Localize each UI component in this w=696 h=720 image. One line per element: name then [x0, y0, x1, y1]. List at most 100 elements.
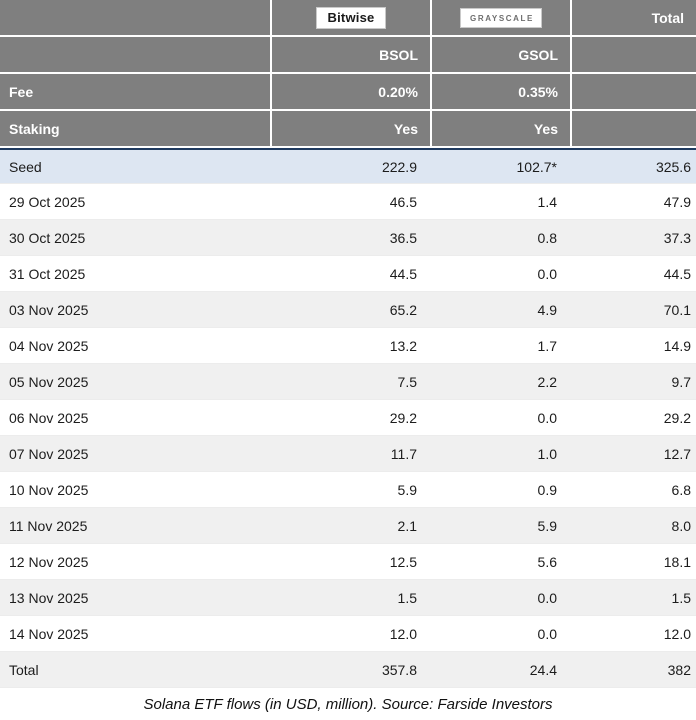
row-label: 13 Nov 2025 — [0, 580, 270, 616]
data-row: 31 Oct 2025 44.5 0.0 44.5 — [0, 256, 696, 292]
row-value: 46.5 — [270, 184, 430, 220]
row-value: 325.6 — [570, 148, 696, 184]
fee-row: Fee 0.20% 0.35% — [0, 74, 696, 111]
row-label: 31 Oct 2025 — [0, 256, 270, 292]
row-value: 36.5 — [270, 220, 430, 256]
data-row: 05 Nov 2025 7.5 2.2 9.7 — [0, 364, 696, 400]
bsol-ticker: BSOL — [270, 37, 430, 74]
row-value: 9.7 — [570, 364, 696, 400]
row-value: 357.8 — [270, 652, 430, 688]
data-row: 14 Nov 2025 12.0 0.0 12.0 — [0, 616, 696, 652]
grayscale-logo: GRAYSCALE — [460, 7, 542, 28]
row-value: 5.9 — [270, 472, 430, 508]
staking-row-total-spacer — [570, 111, 696, 148]
row-value: 0.9 — [430, 472, 570, 508]
row-value: 0.0 — [430, 580, 570, 616]
gsol-staking: Yes — [430, 111, 570, 148]
etf-flows-table: Bitwise GRAYSCALE Total BSOL GSOL Fee 0.… — [0, 0, 696, 688]
row-value: 5.9 — [430, 508, 570, 544]
row-value: 24.4 — [430, 652, 570, 688]
row-value: 44.5 — [570, 256, 696, 292]
row-value: 6.8 — [570, 472, 696, 508]
row-value: 7.5 — [270, 364, 430, 400]
row-value: 11.7 — [270, 436, 430, 472]
row-value: 5.6 — [430, 544, 570, 580]
row-value: 0.0 — [430, 400, 570, 436]
row-value: 14.9 — [570, 328, 696, 364]
row-label: Total — [0, 652, 270, 688]
table-caption: Solana ETF flows (in USD, million). Sour… — [0, 688, 696, 720]
data-row: 29 Oct 2025 46.5 1.4 47.9 — [0, 184, 696, 220]
row-value: 44.5 — [270, 256, 430, 292]
row-label: 30 Oct 2025 — [0, 220, 270, 256]
total-row: Total 357.8 24.4 382 — [0, 652, 696, 688]
staking-row: Staking Yes Yes — [0, 111, 696, 148]
row-value: 4.9 — [430, 292, 570, 328]
row-value: 1.5 — [270, 580, 430, 616]
row-label: 11 Nov 2025 — [0, 508, 270, 544]
data-row: 13 Nov 2025 1.5 0.0 1.5 — [0, 580, 696, 616]
row-value: 1.7 — [430, 328, 570, 364]
row-label: 10 Nov 2025 — [0, 472, 270, 508]
data-row: 30 Oct 2025 36.5 0.8 37.3 — [0, 220, 696, 256]
row-label: 14 Nov 2025 — [0, 616, 270, 652]
data-row: 11 Nov 2025 2.1 5.9 8.0 — [0, 508, 696, 544]
row-label: 29 Oct 2025 — [0, 184, 270, 220]
row-value: 382 — [570, 652, 696, 688]
data-row: 03 Nov 2025 65.2 4.9 70.1 — [0, 292, 696, 328]
gsol-ticker: GSOL — [430, 37, 570, 74]
table-header: Bitwise GRAYSCALE Total BSOL GSOL Fee 0.… — [0, 0, 696, 148]
row-value: 0.0 — [430, 256, 570, 292]
row-value: 8.0 — [570, 508, 696, 544]
total-column-header: Total — [570, 0, 696, 37]
row-value: 12.0 — [270, 616, 430, 652]
row-value: 47.9 — [570, 184, 696, 220]
ticker-row-spacer — [0, 37, 270, 74]
staking-label: Staking — [0, 111, 270, 148]
row-value: 12.5 — [270, 544, 430, 580]
fee-label: Fee — [0, 74, 270, 111]
row-value: 1.5 — [570, 580, 696, 616]
bitwise-brand-cell: Bitwise — [270, 0, 430, 37]
brand-row-spacer — [0, 0, 270, 37]
row-label: 03 Nov 2025 — [0, 292, 270, 328]
bsol-fee: 0.20% — [270, 74, 430, 111]
row-value: 0.0 — [430, 616, 570, 652]
row-value: 2.2 — [430, 364, 570, 400]
fee-row-total-spacer — [570, 74, 696, 111]
row-label: 05 Nov 2025 — [0, 364, 270, 400]
row-label: 12 Nov 2025 — [0, 544, 270, 580]
gsol-fee: 0.35% — [430, 74, 570, 111]
data-row: 07 Nov 2025 11.7 1.0 12.7 — [0, 436, 696, 472]
bsol-staking: Yes — [270, 111, 430, 148]
row-label: 06 Nov 2025 — [0, 400, 270, 436]
row-value: 102.7* — [430, 148, 570, 184]
row-label: 04 Nov 2025 — [0, 328, 270, 364]
row-label: 07 Nov 2025 — [0, 436, 270, 472]
ticker-row-total-spacer — [570, 37, 696, 74]
row-value: 0.8 — [430, 220, 570, 256]
row-value: 29.2 — [570, 400, 696, 436]
row-value: 1.0 — [430, 436, 570, 472]
row-value: 12.7 — [570, 436, 696, 472]
row-value: 222.9 — [270, 148, 430, 184]
row-value: 18.1 — [570, 544, 696, 580]
brand-row: Bitwise GRAYSCALE Total — [0, 0, 696, 37]
data-row: 04 Nov 2025 13.2 1.7 14.9 — [0, 328, 696, 364]
data-row: 12 Nov 2025 12.5 5.6 18.1 — [0, 544, 696, 580]
grayscale-brand-cell: GRAYSCALE — [430, 0, 570, 37]
row-value: 37.3 — [570, 220, 696, 256]
seed-row: Seed 222.9 102.7* 325.6 — [0, 148, 696, 184]
data-row: 10 Nov 2025 5.9 0.9 6.8 — [0, 472, 696, 508]
table-body: Seed 222.9 102.7* 325.6 29 Oct 2025 46.5 1.4 47… — [0, 148, 696, 688]
row-value: 12.0 — [570, 616, 696, 652]
row-label: Seed — [0, 148, 270, 184]
row-value: 65.2 — [270, 292, 430, 328]
row-value: 1.4 — [430, 184, 570, 220]
row-value: 13.2 — [270, 328, 430, 364]
row-value: 70.1 — [570, 292, 696, 328]
ticker-row: BSOL GSOL — [0, 37, 696, 74]
row-value: 29.2 — [270, 400, 430, 436]
data-row: 06 Nov 2025 29.2 0.0 29.2 — [0, 400, 696, 436]
